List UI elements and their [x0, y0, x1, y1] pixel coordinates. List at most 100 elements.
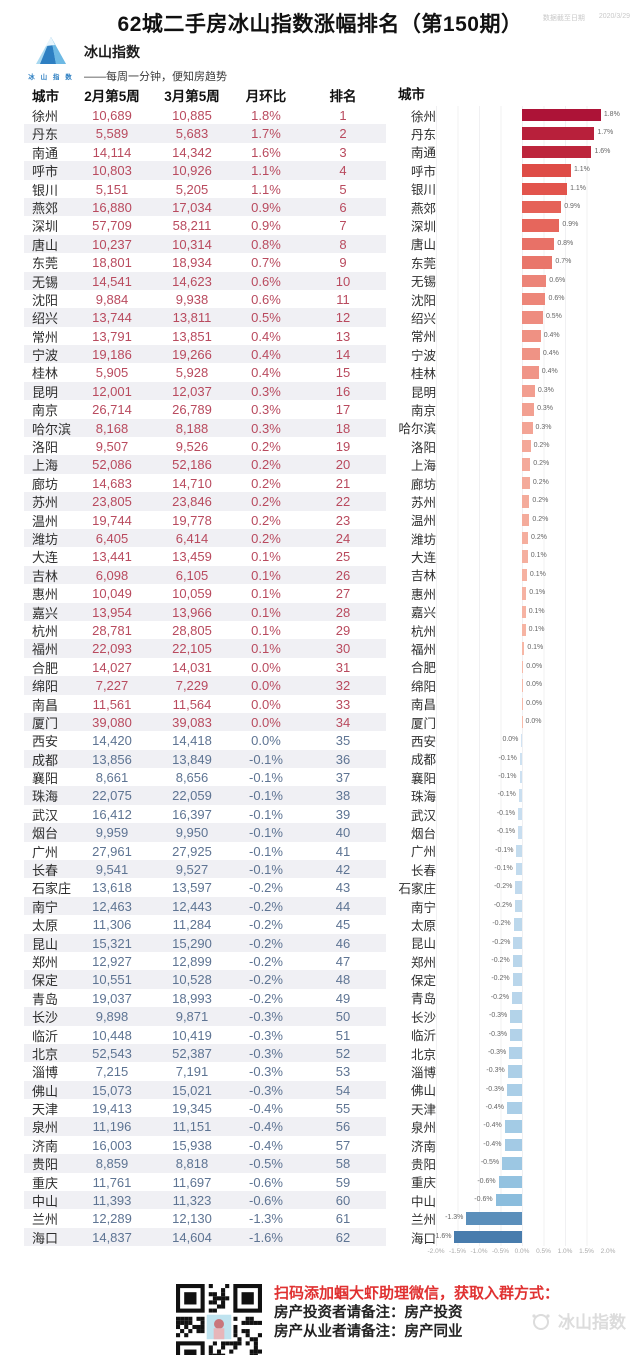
feb-value: 9,898 — [95, 1009, 129, 1025]
table-row: 重庆 11,761 11,697 -0.6% 59 — [24, 1173, 386, 1191]
mom-bar — [519, 771, 522, 784]
feb-value: 16,412 — [92, 806, 132, 822]
chart-row: 吉林 0.1% — [396, 565, 628, 585]
chart-row: 珠海 -0.1% — [396, 786, 628, 805]
bar-value-label: 0.4% — [541, 368, 558, 376]
city-name: 烟台 — [32, 826, 59, 842]
logo-tagline: ——每周一分钟，便知房趋势 — [84, 71, 227, 83]
mom-bar — [506, 1102, 522, 1115]
feb-value: 13,856 — [92, 751, 132, 767]
chart-row: 济南 -0.4% — [396, 1135, 628, 1155]
mom-value: -0.3% — [249, 1045, 283, 1061]
bar-value-label: 1.6% — [594, 147, 611, 155]
rank-value: 25 — [335, 549, 351, 565]
bar-value-label: -0.2% — [490, 993, 510, 1001]
chart-city-label: 天津 — [410, 1102, 436, 1117]
chart-plot-cell: 0.0% — [436, 676, 608, 695]
feb-value: 10,237 — [92, 236, 132, 252]
rank-value: 47 — [335, 953, 351, 969]
table-row: 惠州 10,049 10,059 0.1% 27 — [24, 584, 386, 602]
bar-value-label: -0.2% — [492, 920, 511, 928]
mar-value: 7,229 — [175, 678, 209, 694]
mom-bar — [518, 807, 522, 821]
chart-row: 石家庄 -0.2% — [396, 878, 628, 897]
chart-plot-cell: 0.7% — [436, 253, 608, 272]
rank-value: 6 — [339, 199, 347, 215]
city-name: 福州 — [32, 642, 59, 658]
city-name: 桂林 — [32, 366, 59, 382]
city-name: 宁波 — [32, 348, 59, 364]
city-name: 哈尔滨 — [32, 421, 72, 437]
table-row: 燕郊 16,880 17,034 0.9% 6 — [24, 197, 386, 217]
chart-row: 大连 0.1% — [396, 547, 628, 566]
chart-row: 合肥 0.0% — [396, 657, 628, 677]
chart-city-label: 石家庄 — [398, 882, 436, 897]
chart-city-label: 南宁 — [410, 900, 436, 915]
rank-value: 17 — [335, 402, 351, 418]
bar-value-label: -0.4% — [483, 1122, 502, 1130]
chart-city-label: 绍兴 — [410, 312, 436, 326]
bar-value-label: 1.1% — [573, 166, 590, 174]
chart-city-label: 呼市 — [410, 164, 436, 179]
feb-value: 22,093 — [92, 641, 132, 657]
chart-plot-cell: -0.6% — [436, 1172, 608, 1192]
chart-row: 重庆 -0.6% — [396, 1172, 628, 1192]
chart-row: 绵阳 0.0% — [396, 676, 628, 695]
mom-bar — [522, 715, 523, 729]
bar-value-label: -0.3% — [487, 1048, 507, 1056]
city-name: 嘉兴 — [32, 605, 59, 621]
feb-value: 14,683 — [92, 475, 132, 491]
chart-plot-cell: -0.2% — [436, 915, 608, 934]
city-name: 昆山 — [32, 936, 59, 952]
axis-tick-label: 2.0% — [600, 1248, 616, 1256]
rank-value: 14 — [335, 347, 351, 363]
table-row: 中山 11,393 11,323 -0.6% 60 — [24, 1191, 386, 1210]
chart-row: 西安 0.0% — [396, 731, 628, 750]
table-row: 苏州 23,805 23,846 0.2% 22 — [24, 492, 386, 511]
mar-value: 11,564 — [172, 696, 212, 712]
mar-value: 23,846 — [172, 494, 212, 510]
mar-value: 39,083 — [172, 714, 212, 730]
mom-bar — [522, 495, 530, 508]
chart-city-label: 北京 — [410, 1047, 436, 1062]
mom-value: 1.7% — [251, 126, 281, 142]
table-row: 北京 52,543 52,387 -0.3% 52 — [24, 1043, 386, 1063]
rank-value: 15 — [335, 365, 351, 381]
bar-value-label: 0.0% — [525, 717, 542, 725]
chart-plot-cell: -1.6% — [433, 1227, 608, 1247]
feb-value: 26,714 — [92, 402, 132, 418]
city-name: 郑州 — [32, 954, 59, 970]
city-name: 成都 — [32, 752, 59, 768]
city-name: 北京 — [32, 1046, 59, 1062]
chart-plot-cell: -0.3% — [436, 1043, 608, 1063]
bar-value-label: 1.8% — [603, 111, 620, 118]
mar-value: 58,211 — [172, 218, 212, 234]
chart-city-label: 兰州 — [410, 1213, 436, 1228]
table-row: 西安 14,420 14,418 0.0% 35 — [24, 731, 386, 749]
table-row: 深圳 57,709 58,211 0.9% 7 — [24, 216, 386, 234]
mar-value: 13,459 — [172, 549, 212, 565]
table-row: 吉林 6,098 6,105 0.1% 26 — [24, 565, 386, 585]
rank-value: 27 — [335, 586, 351, 602]
axis-tick-label: -2.0% — [427, 1248, 445, 1256]
table-row: 长春 9,541 9,527 -0.1% 42 — [24, 860, 386, 879]
bar-value-label: -0.4% — [485, 1104, 504, 1112]
chart-city-label: 沈阳 — [410, 293, 436, 308]
chart-plot-cell: -0.1% — [436, 804, 608, 824]
mom-value: 0.3% — [251, 383, 281, 399]
mom-value: 0.1% — [251, 641, 281, 657]
city-name: 大连 — [32, 550, 59, 566]
mom-value: 1.8% — [251, 108, 281, 123]
top-meta: 数据截至日期 2020/3/29 — [543, 13, 630, 23]
chart-city-label: 燕郊 — [410, 201, 436, 216]
chart-city-label: 南昌 — [410, 698, 436, 713]
table-row: 石家庄 13,618 13,597 -0.2% 43 — [24, 878, 386, 896]
chart-city-label: 无锡 — [410, 275, 436, 290]
chart-plot-cell: 0.9% — [436, 216, 608, 235]
mar-value: 10,528 — [172, 972, 212, 988]
mom-bar — [522, 605, 526, 618]
city-name: 潍坊 — [32, 531, 59, 547]
city-name: 丹东 — [32, 127, 59, 143]
rank-value: 58 — [335, 1156, 351, 1172]
